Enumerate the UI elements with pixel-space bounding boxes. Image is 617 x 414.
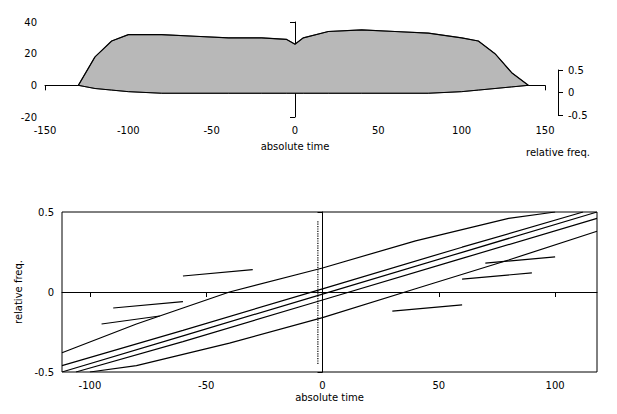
svg-text:absolute time: absolute time xyxy=(295,392,364,403)
svg-text:-50: -50 xyxy=(203,125,219,136)
svg-text:-50: -50 xyxy=(198,380,214,391)
svg-text:0: 0 xyxy=(319,380,325,391)
svg-text:-20: -20 xyxy=(21,112,37,123)
svg-text:50: 50 xyxy=(372,125,385,136)
svg-text:40: 40 xyxy=(24,17,37,28)
svg-text:-150: -150 xyxy=(34,125,57,136)
svg-text:-100: -100 xyxy=(79,380,102,391)
svg-text:absolute time: absolute time xyxy=(261,141,330,152)
svg-text:0: 0 xyxy=(31,80,37,91)
svg-text:-0.5: -0.5 xyxy=(568,110,588,121)
svg-text:20: 20 xyxy=(24,48,37,59)
svg-text:relative freq.: relative freq. xyxy=(526,147,590,158)
svg-text:50: 50 xyxy=(432,380,445,391)
svg-text:0: 0 xyxy=(48,287,54,298)
svg-text:0: 0 xyxy=(292,125,298,136)
svg-text:relative freq.: relative freq. xyxy=(13,260,24,324)
svg-text:150: 150 xyxy=(535,125,554,136)
svg-text:0.5: 0.5 xyxy=(568,65,584,76)
svg-text:0: 0 xyxy=(568,87,574,98)
svg-text:-100: -100 xyxy=(117,125,140,136)
svg-text:-0.5: -0.5 xyxy=(34,367,54,378)
svg-text:0.5: 0.5 xyxy=(38,207,54,218)
svg-text:100: 100 xyxy=(452,125,471,136)
svg-text:100: 100 xyxy=(546,380,565,391)
